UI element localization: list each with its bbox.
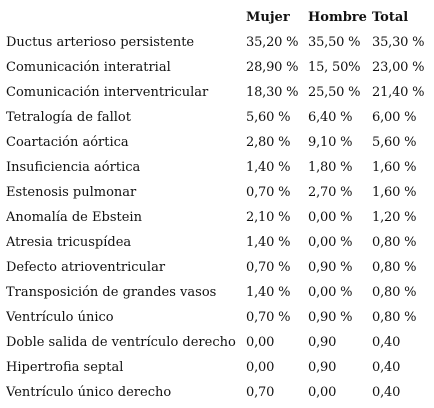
cell-hombre: 0,90 % (308, 260, 353, 275)
cell-condition: Coartación aórtica (6, 135, 129, 150)
cell-hombre: 35,50 % (308, 35, 361, 50)
cell-hombre: 0,00 % (308, 235, 353, 250)
header-row: Mujer Hombre Total (6, 6, 430, 30)
table-row: Ductus arterioso persistente 35,20 % 35,50… (6, 30, 430, 55)
cell-condition: Ductus arterioso persistente (6, 35, 195, 50)
cell-condition: Ventrículo único (6, 310, 114, 325)
table-row: Defecto atrioventricular 0,70 % 0,90 % 0,80… (6, 255, 430, 280)
table-body: Ductus arterioso persistente 35,20 % 35,50… (6, 30, 430, 405)
cell-total: 21,40 % (372, 85, 425, 100)
cell-total: 5,60 % (372, 135, 417, 150)
table-row: Insuficiencia aórtica 1,40 % 1,80 % 1,60 % (6, 155, 430, 180)
table-row: Coartación aórtica 2,80 % 9,10 % 5,60 % (6, 130, 430, 155)
cell-condition: Insuficiencia aórtica (6, 160, 141, 175)
cell-hombre: 6,40 % (308, 110, 353, 125)
cell-mujer: 1,40 % (246, 235, 291, 250)
cell-total: 35,30 % (372, 35, 425, 50)
cell-hombre: 2,70 % (308, 185, 353, 200)
cell-condition: Defecto atrioventricular (6, 260, 166, 275)
table-row: Hipertrofia septal 0,00 0,90 0,40 (6, 355, 430, 380)
header-condition (6, 6, 246, 30)
header-mujer: Mujer (246, 10, 290, 25)
table-row: Estenosis pulmonar 0,70 % 2,70 % 1,60 % (6, 180, 430, 205)
cell-total: 0,80 % (372, 285, 417, 300)
cell-hombre: 0,00 % (308, 210, 353, 225)
cell-total: 0,80 % (372, 310, 417, 325)
cell-mujer: 2,80 % (246, 135, 291, 150)
cell-hombre: 9,10 % (308, 135, 353, 150)
cell-hombre: 25,50 % (308, 85, 361, 100)
cell-mujer: 1,40 % (246, 285, 291, 300)
cell-mujer: 2,10 % (246, 210, 291, 225)
table-row: Doble salida de ventrículo derecho 0,00 0,… (6, 330, 430, 355)
cell-total: 0,40 (372, 360, 401, 375)
cell-hombre: 0,90 (308, 335, 337, 350)
cell-hombre: 0,00 (308, 385, 337, 400)
cell-total: 23,00 % (372, 60, 425, 75)
table-row: Ventrículo único derecho 0,70 0,00 0,40 (6, 380, 430, 405)
cell-total: 1,60 % (372, 185, 417, 200)
table-row: Comunicación interventricular 18,30 % 25,5… (6, 80, 430, 105)
cell-total: 0,40 (372, 385, 401, 400)
cell-mujer: 5,60 % (246, 110, 291, 125)
table-row: Comunicación interatrial 28,90 % 15, 50% 23… (6, 55, 430, 80)
cell-mujer: 0,70 (246, 385, 275, 400)
cell-hombre: 0,00 % (308, 285, 353, 300)
table-row: Atresia tricuspídea 1,40 % 0,00 % 0,80 % (6, 230, 430, 255)
cell-hombre: 0,90 (308, 360, 337, 375)
cell-mujer: 35,20 % (246, 35, 299, 50)
cell-mujer: 0,00 (246, 360, 275, 375)
cell-mujer: 28,90 % (246, 60, 299, 75)
cell-condition: Ventrículo único derecho (6, 385, 172, 400)
table-row: Ventrículo único 0,70 % 0,90 % 0,80 % (6, 305, 430, 330)
cell-mujer: 18,30 % (246, 85, 299, 100)
cell-total: 6,00 % (372, 110, 417, 125)
cell-total: 1,20 % (372, 210, 417, 225)
cell-hombre: 0,90 % (308, 310, 353, 325)
cell-hombre: 15, 50% (308, 60, 361, 75)
cell-condition: Comunicación interventricular (6, 85, 209, 100)
table-row: Transposición de grandes vasos 1,40 % 0,00… (6, 280, 430, 305)
cell-total: 1,60 % (372, 160, 417, 175)
cell-mujer: 0,70 % (246, 185, 291, 200)
cell-condition: Atresia tricuspídea (6, 235, 132, 250)
table-row: Tetralogía de fallot 5,60 % 6,40 % 6,00 % (6, 105, 430, 130)
cell-total: 0,40 (372, 335, 401, 350)
cell-hombre: 1,80 % (308, 160, 353, 175)
cell-mujer: 1,40 % (246, 160, 291, 175)
cell-condition: Estenosis pulmonar (6, 185, 137, 200)
cell-condition: Anomalía de Ebstein (6, 210, 142, 225)
cell-condition: Tetralogía de fallot (6, 110, 131, 125)
table-row: Anomalía de Ebstein 2,10 % 0,00 % 1,20 % (6, 205, 430, 230)
cell-mujer: 0,70 % (246, 310, 291, 325)
header-hombre: Hombre (308, 10, 367, 25)
cell-condition: Transposición de grandes vasos (6, 285, 217, 300)
cell-mujer: 0,70 % (246, 260, 291, 275)
header-total: Total (372, 10, 409, 25)
cell-condition: Comunicación interatrial (6, 60, 171, 75)
cell-total: 0,80 % (372, 260, 417, 275)
cell-mujer: 0,00 (246, 335, 275, 350)
cell-condition: Hipertrofia septal (6, 360, 124, 375)
cell-total: 0,80 % (372, 235, 417, 250)
cell-condition: Doble salida de ventrículo derecho (6, 335, 236, 350)
data-table: Mujer Hombre Total Ductus arterioso pers… (6, 6, 430, 405)
